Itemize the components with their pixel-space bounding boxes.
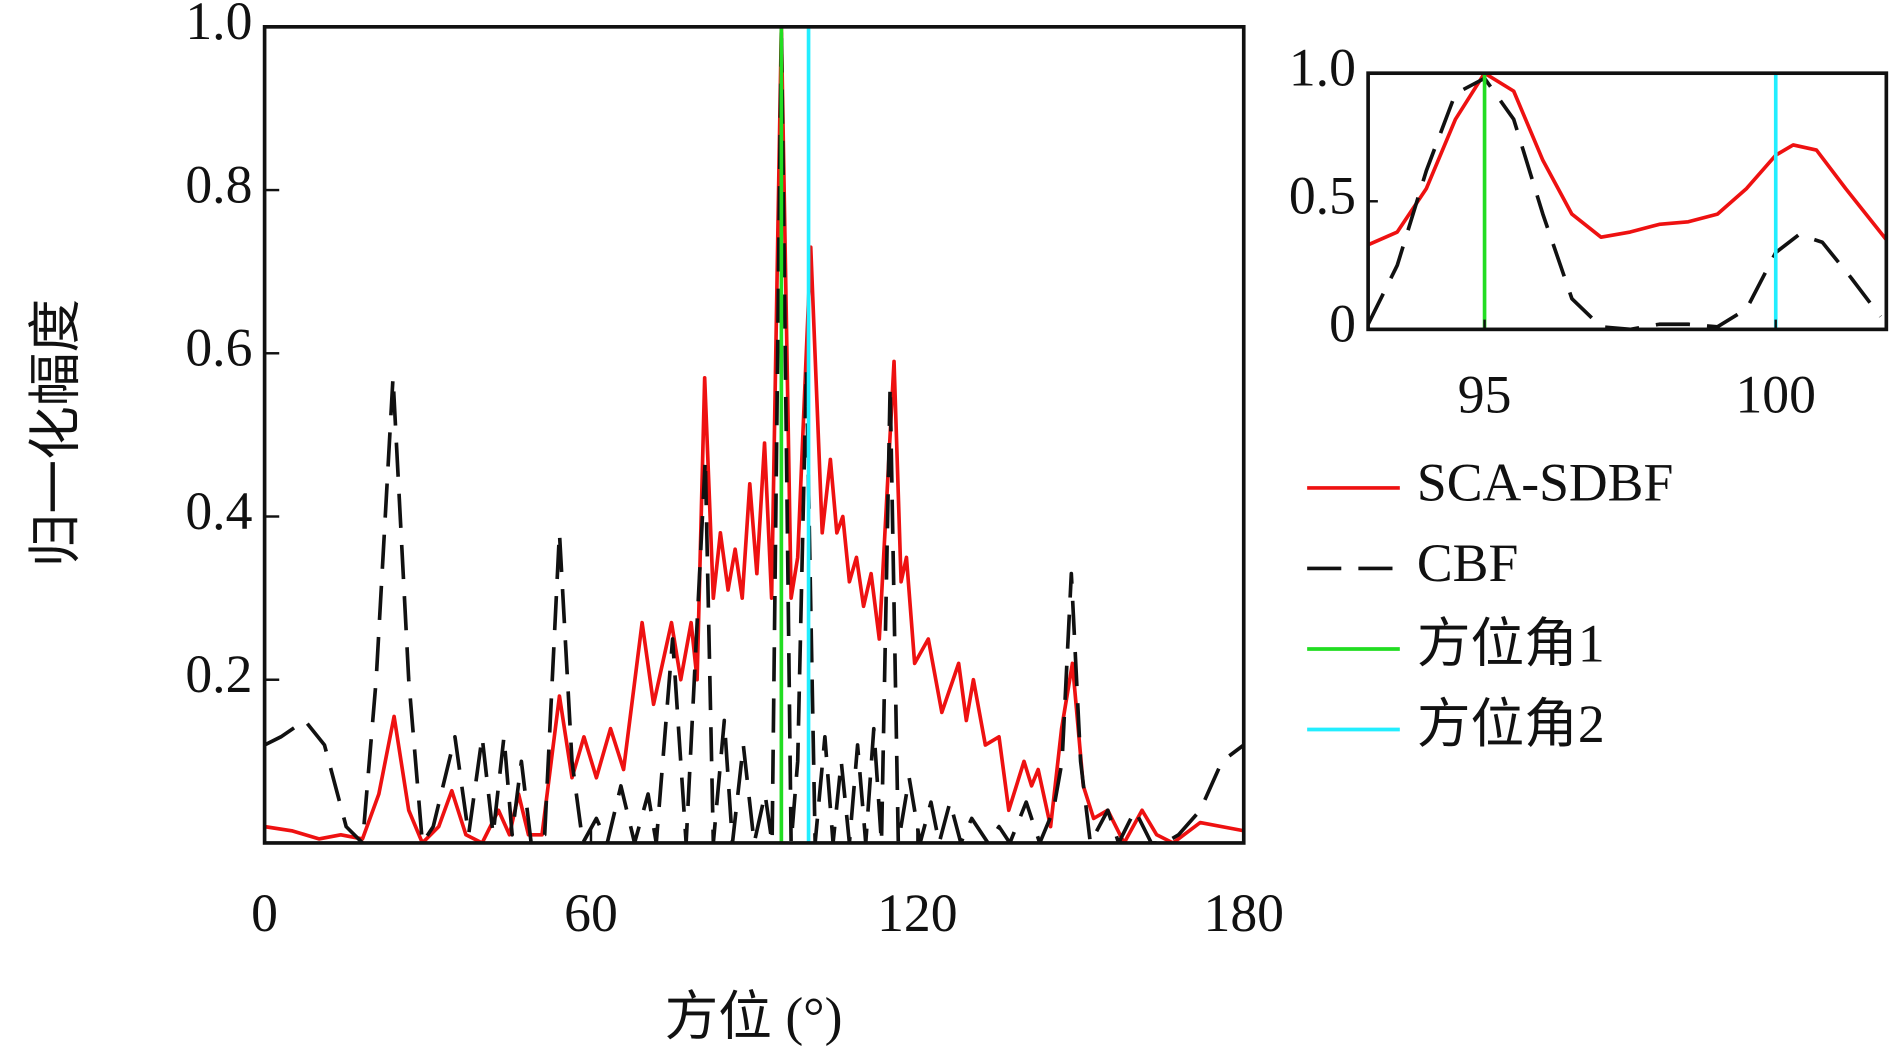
y-axis-label: 归一化幅度 xyxy=(25,299,85,567)
series-line xyxy=(264,26,1244,843)
y-tick-label: 0.6 xyxy=(185,318,252,378)
x-tick-label: 100 xyxy=(1735,364,1815,424)
y-tick-label: 0.8 xyxy=(185,154,252,214)
y-tick-label: 0.4 xyxy=(185,481,252,541)
plot-area xyxy=(264,26,1244,843)
x-tick-label: 60 xyxy=(564,883,618,943)
legend-label: CBF xyxy=(1417,533,1518,593)
x-tick-label: 95 xyxy=(1458,364,1512,424)
x-tick-label: 180 xyxy=(1204,883,1284,943)
y-tick-label: 1.0 xyxy=(1289,37,1356,97)
plot-area xyxy=(1368,73,1887,330)
x-tick-label: 120 xyxy=(877,883,957,943)
x-tick-label: 0 xyxy=(251,883,278,943)
legend-label: SCA-SDBF xyxy=(1417,452,1673,512)
x-axis-label: 方位 (°) xyxy=(665,987,843,1047)
y-tick-label: 1.0 xyxy=(185,0,252,51)
y-tick-label: 0.2 xyxy=(185,644,252,704)
plot-frame xyxy=(1366,71,1889,332)
plot-frame xyxy=(262,25,1246,845)
y-tick-label: 0.5 xyxy=(1289,166,1356,226)
series-line xyxy=(1368,76,1882,330)
legend-label: 方位角2 xyxy=(1417,694,1605,754)
legend-label: 方位角1 xyxy=(1417,613,1605,673)
series-line xyxy=(1368,73,1887,247)
y-tick-label: 0 xyxy=(1329,294,1356,354)
